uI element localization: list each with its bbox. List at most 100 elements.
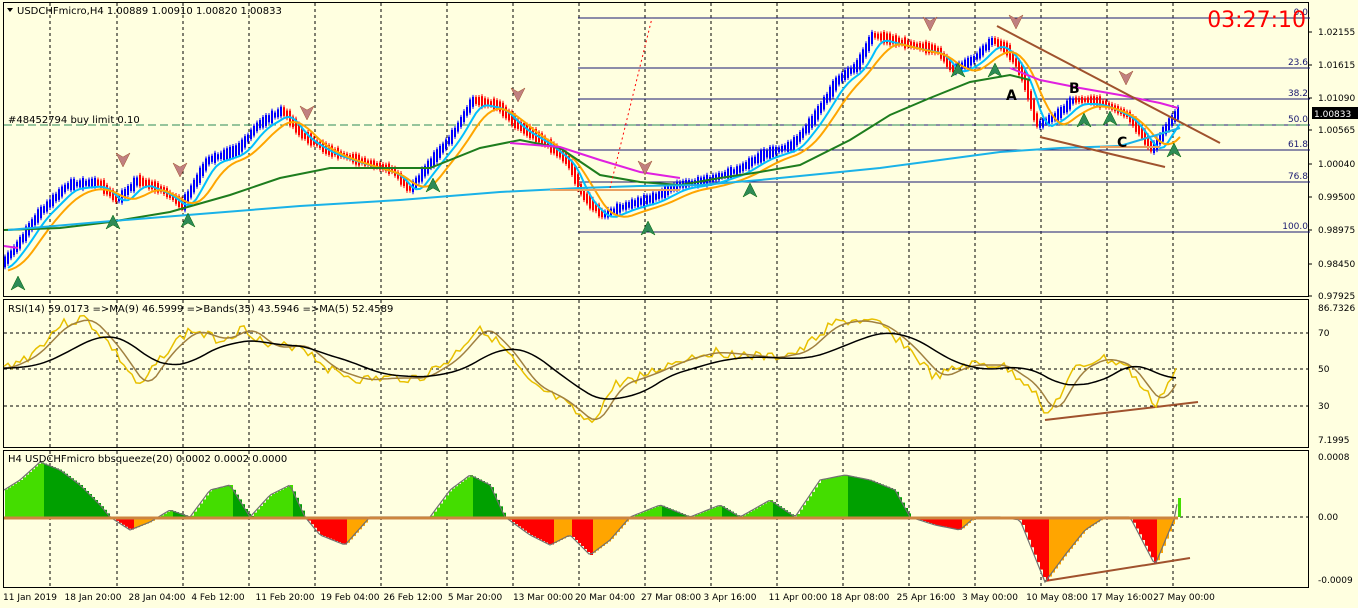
candle-body (1048, 114, 1050, 125)
candle-body (1171, 115, 1173, 126)
time-axis[interactable]: 11 Jan 2019 18 Jan 20:00 28 Jan 04:00 4 Feb… (3, 593, 1215, 603)
red-dotted-projection-line[interactable] (609, 17, 653, 189)
order-label[interactable]: #48452794 buy limit 0.10 (8, 115, 140, 126)
candle-body (367, 160, 369, 165)
squeeze-bar (164, 513, 167, 517)
candle-body (1090, 96, 1092, 104)
candle-body (25, 226, 27, 242)
candle-body (31, 219, 33, 231)
squeeze-bar (638, 513, 641, 517)
candle-body (1069, 97, 1071, 110)
squeeze-bar (1037, 517, 1040, 563)
squeeze-bar (467, 477, 470, 517)
squeeze-bar (362, 517, 365, 526)
squeeze-bar (341, 517, 344, 544)
squeeze-bar (575, 517, 578, 540)
squeeze-bar (1031, 517, 1034, 548)
candle-body (1108, 102, 1110, 108)
squeeze-bar (440, 503, 443, 517)
squeeze-bar (824, 479, 827, 517)
candle-body (34, 215, 36, 226)
channel-upper-line[interactable] (996, 25, 1221, 144)
candle-body (520, 122, 522, 131)
squeeze-bar (1034, 517, 1037, 555)
buy-arrow-icon (950, 62, 966, 78)
candle-body (805, 125, 807, 134)
candle-body (904, 37, 906, 49)
squeeze-bar (1064, 517, 1067, 557)
squeeze-bar (332, 517, 335, 540)
candle-body (772, 146, 774, 158)
squeeze-bar (809, 496, 812, 517)
squeeze-bar (524, 517, 527, 531)
candle-body (115, 193, 117, 203)
candle-body (253, 125, 255, 136)
squeeze-bar (800, 509, 803, 517)
squeeze-bar (335, 517, 338, 541)
candle-body (901, 39, 903, 45)
squeeze-axis: 0.0008 0.00 -0.0009 (1318, 453, 1353, 586)
candle-body (244, 136, 246, 148)
squeeze-bar (668, 508, 671, 517)
rsi-pane-title: RSI(14) 59.0173 =>MA(9) 46.5999 =>Bands(… (8, 304, 393, 315)
candle-body (796, 136, 798, 146)
squeeze-bar (167, 511, 170, 517)
squeeze-bar (227, 485, 230, 517)
candle-body (808, 118, 810, 133)
squeeze-bar (734, 513, 737, 517)
squeeze-bar (236, 494, 239, 517)
squeeze-bar (518, 517, 521, 527)
candle-body (421, 168, 423, 182)
candle-body (547, 140, 549, 147)
squeeze-bar (41, 462, 44, 517)
squeeze-bar (515, 517, 518, 525)
squeeze-bar (497, 499, 500, 517)
squeeze-bar (557, 517, 560, 542)
candle-body (571, 161, 573, 176)
candle-body (970, 56, 972, 66)
price-axis[interactable]: 1.02155 1.01615 1.01090 1.00565 1.00040 0.995… (1308, 28, 1355, 302)
candle-body (211, 155, 213, 162)
candle-body (592, 198, 594, 211)
candle-body (214, 152, 216, 163)
candle-body (1024, 70, 1026, 90)
sell-arrow-icon (1008, 14, 1024, 30)
candle-body (487, 99, 489, 107)
squeeze-bar (1091, 517, 1094, 527)
squeeze-bar (122, 517, 125, 525)
candle-body (127, 185, 129, 196)
candle-body (265, 115, 267, 126)
squeeze-bar (1061, 517, 1064, 561)
squeeze-bar (743, 515, 746, 517)
candle-body (85, 180, 87, 186)
chevron-down-icon[interactable] (7, 8, 13, 12)
candle-body (844, 70, 846, 81)
squeeze-bar (551, 517, 554, 545)
candle-body (658, 191, 660, 199)
squeeze-bar (140, 517, 143, 526)
squeeze-bar (197, 507, 200, 517)
candle-body (229, 146, 231, 159)
candle-body (142, 177, 144, 186)
squeeze-bar (206, 495, 209, 517)
squeeze-bar (962, 517, 965, 529)
squeeze-bar (485, 482, 488, 517)
squeeze-bar (1073, 517, 1076, 545)
squeeze-bar (671, 509, 674, 517)
price-axis-label: 1.01615 (1318, 61, 1355, 71)
squeeze-bar (1040, 517, 1043, 570)
trend-lines[interactable] (996, 25, 1221, 582)
squeeze-bar (872, 480, 875, 517)
squeeze-bar (35, 466, 38, 517)
squeeze-trend-line[interactable] (1044, 557, 1191, 582)
candle-body (574, 166, 576, 184)
candle-body (370, 160, 372, 167)
squeeze-bar (80, 485, 83, 517)
channel-lower-line[interactable] (1039, 136, 1166, 168)
squeeze-bar (1145, 517, 1148, 546)
candle-body (790, 141, 792, 151)
squeeze-bar (935, 517, 938, 525)
rsi-trend-line[interactable] (1044, 401, 1199, 421)
squeeze-bar (1139, 517, 1142, 535)
